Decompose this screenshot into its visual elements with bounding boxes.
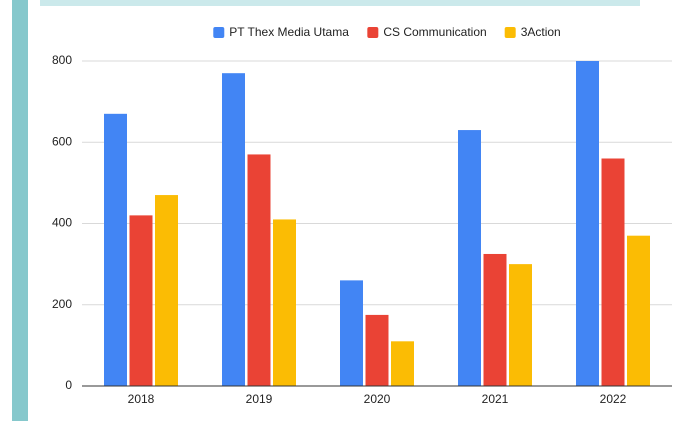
bar bbox=[155, 195, 178, 386]
side-stripe bbox=[12, 0, 28, 421]
legend-label: 3Action bbox=[521, 25, 561, 39]
bar bbox=[104, 113, 127, 386]
bar bbox=[222, 73, 245, 386]
legend-swatch bbox=[504, 27, 516, 38]
bar bbox=[247, 154, 271, 386]
y-tick-label: 400 bbox=[52, 216, 72, 230]
bar bbox=[576, 61, 599, 386]
bar bbox=[129, 215, 153, 386]
bar bbox=[627, 235, 650, 386]
legend-label: CS Communication bbox=[383, 25, 486, 39]
bar bbox=[601, 158, 625, 386]
x-tick-label: 2020 bbox=[364, 392, 391, 406]
legend-swatch bbox=[367, 27, 379, 38]
x-tick-label: 2022 bbox=[600, 392, 627, 406]
top-stripe bbox=[40, 0, 640, 6]
legend-label: PT Thex Media Utama bbox=[229, 25, 349, 39]
x-tick-label: 2019 bbox=[246, 392, 273, 406]
bar bbox=[340, 280, 363, 386]
bar bbox=[273, 219, 296, 386]
y-tick-label: 200 bbox=[52, 297, 72, 311]
y-tick-label: 0 bbox=[65, 378, 72, 392]
y-tick-label: 600 bbox=[52, 134, 72, 148]
x-tick-label: 2018 bbox=[128, 392, 155, 406]
legend-swatch bbox=[213, 27, 225, 38]
bar bbox=[483, 253, 507, 386]
bar bbox=[391, 341, 414, 386]
y-tick-label: 800 bbox=[52, 53, 72, 67]
bar bbox=[458, 130, 481, 386]
bar bbox=[365, 314, 389, 386]
x-tick-label: 2021 bbox=[482, 392, 509, 406]
bar bbox=[509, 264, 532, 386]
